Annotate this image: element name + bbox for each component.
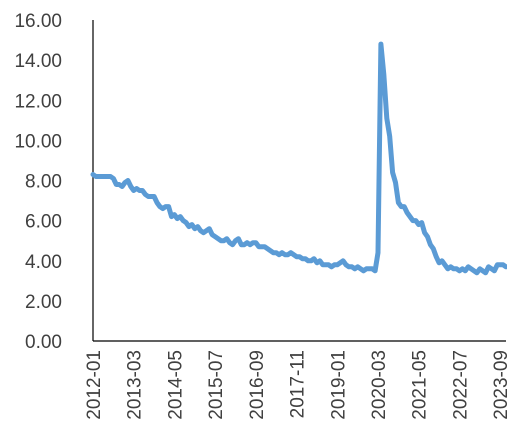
y-tick-label: 16.00: [14, 11, 62, 32]
y-tick-label: 4.00: [25, 252, 62, 273]
y-axis-tick-labels: 0.00 2.00 4.00 6.00 8.00 10.00 12.00 14.00 16.00: [14, 11, 62, 353]
x-tick-label: 2022-07: [450, 350, 471, 420]
y-tick-label: 2.00: [25, 292, 62, 313]
y-tick-label: 14.00: [14, 51, 62, 72]
x-tick-label: 2016-09: [247, 350, 268, 420]
x-axis-tick-labels: 2012-01 2013-03 2014-05 2015-07 2016-09 2017-…: [84, 350, 507, 420]
y-tick-label: 8.00: [25, 172, 62, 193]
x-tick-label: 2017-11: [288, 350, 309, 418]
x-tick-label: 2012-01: [84, 350, 105, 420]
x-tick-label: 2019-01: [328, 350, 349, 420]
x-tick-label: 2013-03: [125, 350, 146, 420]
series-line: [90, 41, 507, 276]
x-tick-label: 2021-05: [410, 350, 431, 420]
y-tick-label: 10.00: [14, 131, 62, 152]
y-tick-label: 6.00: [25, 212, 62, 233]
y-tick-label: 12.00: [14, 91, 62, 112]
x-tick-label: 2020-03: [369, 350, 390, 420]
x-tick-label: 2023-09: [491, 350, 507, 420]
x-tick-label: 2014-05: [165, 350, 186, 420]
x-tick-label: 2015-07: [206, 350, 227, 420]
y-tick-label: 0.00: [25, 332, 62, 353]
